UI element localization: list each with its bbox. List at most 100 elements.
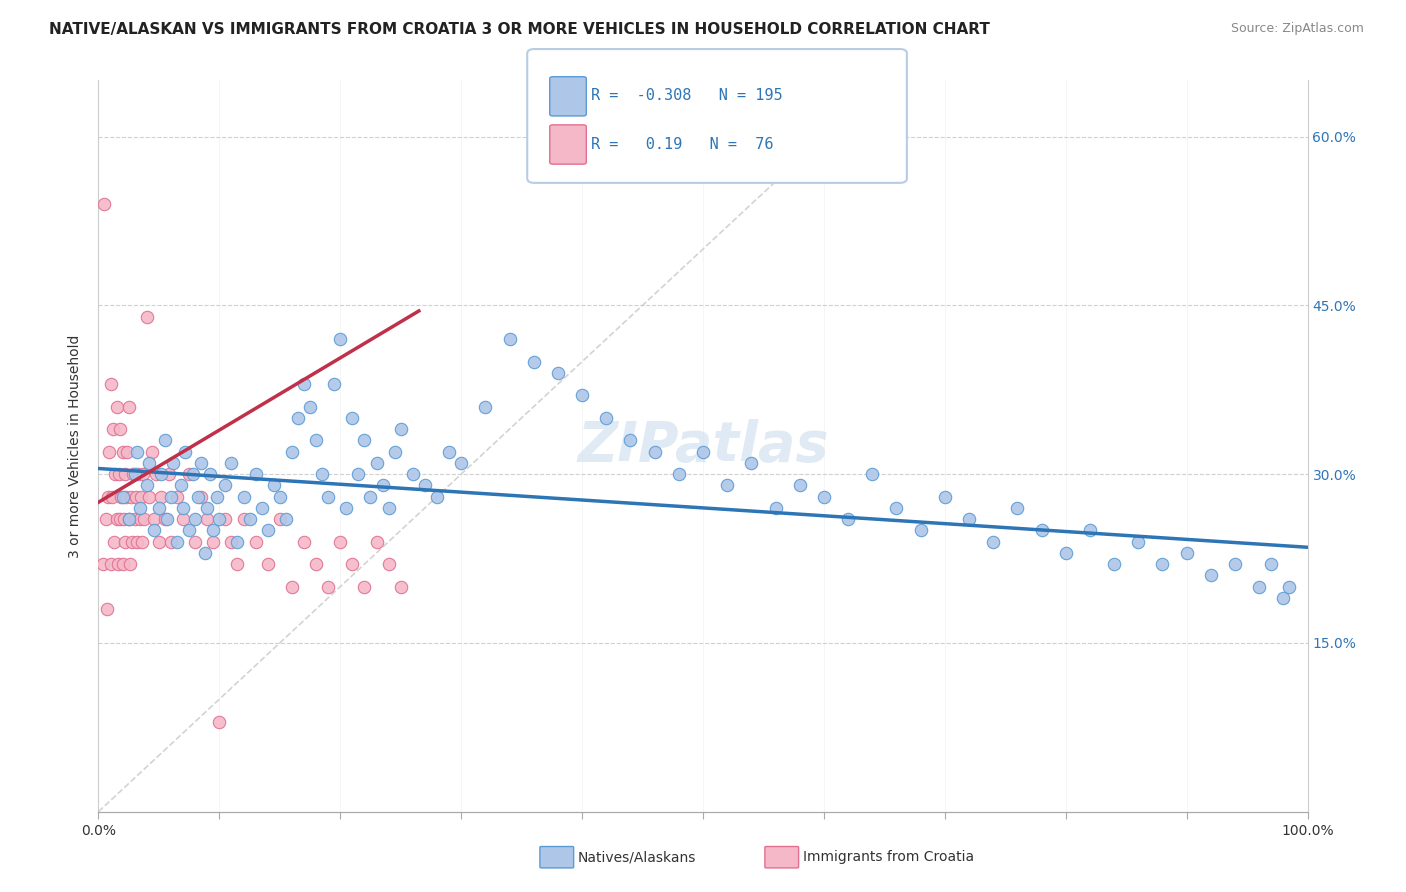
Point (134, 512, 156, 526)
Point (389, 422, 412, 436)
Point (571, 388, 593, 402)
Point (118, 512, 141, 526)
Point (226, 534, 249, 549)
Point (1102, 557, 1125, 571)
Point (187, 490, 209, 504)
Point (145, 467, 167, 482)
Point (274, 512, 297, 526)
Point (150, 490, 173, 504)
Point (263, 478, 285, 492)
Point (157, 467, 180, 482)
Text: Immigrants from Croatia: Immigrants from Croatia (803, 850, 974, 864)
Point (148, 500, 170, 515)
Point (353, 580, 375, 594)
Point (1031, 524, 1053, 538)
Point (135, 310, 157, 324)
Point (190, 490, 212, 504)
Point (208, 714, 231, 729)
Point (371, 478, 394, 492)
Point (366, 456, 388, 470)
Point (316, 580, 339, 594)
Point (138, 456, 160, 470)
Point (366, 534, 388, 549)
Point (124, 467, 146, 482)
Text: ZIPatlas: ZIPatlas (578, 419, 828, 473)
Point (112, 512, 135, 526)
Point (329, 332, 352, 346)
Point (111, 490, 134, 504)
Point (179, 524, 201, 538)
Point (547, 366, 569, 380)
Point (208, 512, 231, 526)
Point (292, 377, 315, 392)
Point (111, 557, 134, 571)
Point (360, 490, 382, 504)
Point (138, 490, 160, 504)
Point (329, 534, 352, 549)
Point (118, 557, 141, 571)
Y-axis label: 3 or more Vehicles in Household: 3 or more Vehicles in Household (69, 334, 83, 558)
Point (153, 434, 176, 448)
Point (311, 467, 333, 482)
Point (281, 444, 304, 458)
Point (202, 524, 225, 538)
Point (1007, 500, 1029, 515)
Point (181, 467, 204, 482)
Point (384, 444, 406, 458)
Text: Natives/Alaskans: Natives/Alaskans (578, 850, 696, 864)
Point (377, 500, 399, 515)
Point (166, 490, 188, 504)
Point (93, 197, 115, 211)
Point (1249, 580, 1271, 594)
Point (1152, 557, 1174, 571)
Point (101, 422, 124, 436)
Point (981, 534, 1004, 549)
Point (239, 512, 262, 526)
Point (97, 490, 120, 504)
Point (886, 500, 908, 515)
Point (221, 534, 243, 549)
Point (160, 490, 183, 504)
Point (104, 467, 127, 482)
Point (128, 512, 150, 526)
Point (135, 478, 157, 492)
Point (644, 444, 666, 458)
Point (281, 580, 304, 594)
Point (245, 534, 267, 549)
Point (150, 467, 173, 482)
Point (117, 444, 139, 458)
Point (377, 557, 399, 571)
Point (1078, 524, 1101, 538)
Point (108, 512, 131, 526)
Point (129, 490, 152, 504)
Point (114, 467, 136, 482)
Point (184, 512, 207, 526)
Point (172, 500, 194, 515)
Point (114, 534, 136, 549)
Point (342, 557, 364, 571)
Text: R =   0.19   N =  76: R = 0.19 N = 76 (591, 137, 773, 152)
Point (96, 602, 118, 616)
Point (1175, 546, 1198, 560)
Point (143, 524, 166, 538)
Point (342, 410, 364, 425)
Point (287, 410, 309, 425)
Point (195, 512, 218, 526)
Point (523, 354, 546, 368)
Point (765, 500, 787, 515)
Point (837, 512, 859, 526)
Point (100, 377, 122, 392)
Point (141, 444, 163, 458)
Point (98, 444, 121, 458)
Point (198, 467, 221, 482)
Point (232, 490, 254, 504)
Point (143, 512, 166, 526)
Point (813, 490, 835, 504)
Point (125, 490, 148, 504)
Point (450, 456, 472, 470)
Point (127, 444, 149, 458)
Point (108, 467, 131, 482)
Point (269, 490, 291, 504)
Point (1223, 557, 1246, 571)
Point (256, 524, 278, 538)
